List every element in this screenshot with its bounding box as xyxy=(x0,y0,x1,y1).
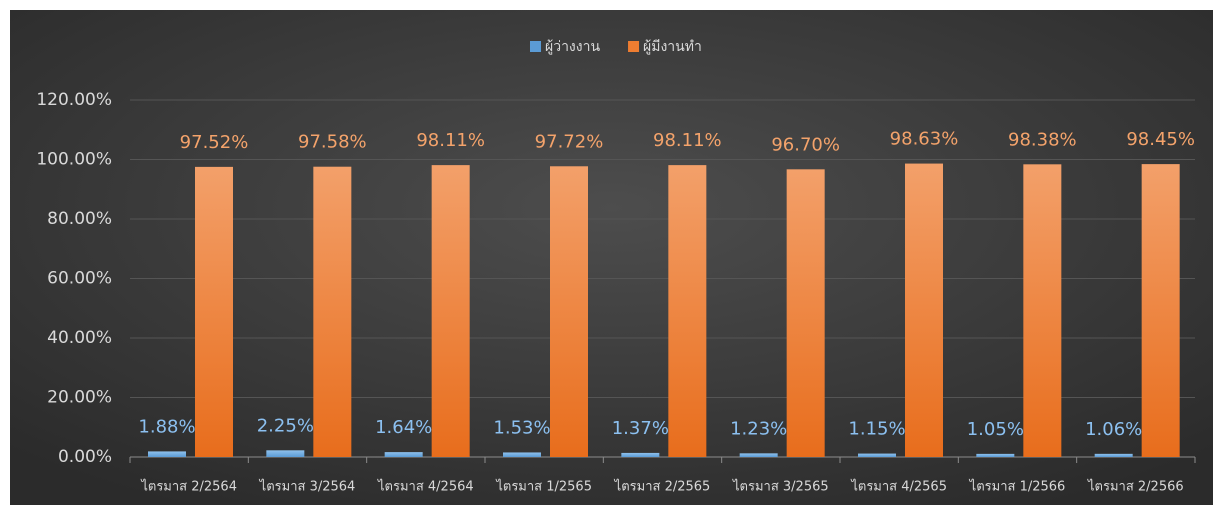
bar xyxy=(195,166,233,458)
y-tick-label: 0.00% xyxy=(58,447,112,467)
data-label: 96.70% xyxy=(771,134,840,155)
x-tick-label: ไตรมาส 3/2565 xyxy=(732,479,829,495)
bar xyxy=(1094,453,1133,457)
data-label: 97.58% xyxy=(298,132,367,153)
bar xyxy=(384,452,423,457)
bar xyxy=(503,452,541,457)
x-tick-label: ไตรมาส 2/2565 xyxy=(614,479,711,495)
data-label: 97.52% xyxy=(180,132,249,153)
y-tick-label: 100.00% xyxy=(36,150,112,170)
data-label: 2.25% xyxy=(257,415,314,436)
x-tick-label: ไตรมาส 3/2564 xyxy=(259,479,356,495)
x-tick-label: ไตรมาส 4/2565 xyxy=(850,479,947,495)
data-label: 1.53% xyxy=(493,417,550,438)
bar xyxy=(266,450,305,457)
bar xyxy=(431,165,470,458)
y-tick-label: 60.00% xyxy=(47,269,112,289)
data-label: 1.15% xyxy=(848,419,905,440)
y-tick-label: 80.00% xyxy=(47,209,112,229)
bar xyxy=(313,166,352,457)
bar xyxy=(668,165,707,458)
bar xyxy=(858,453,896,457)
y-tick-label: 120.00% xyxy=(36,90,112,110)
x-tick-label: ไตรมาส 2/2564 xyxy=(140,479,237,495)
x-tick-label: ไตรมาส 1/2565 xyxy=(495,479,592,495)
bar xyxy=(905,163,943,457)
y-tick-label: 40.00% xyxy=(47,328,112,348)
bar xyxy=(1023,164,1062,457)
x-tick-label: ไตรมาส 4/2564 xyxy=(377,479,474,495)
data-label: 1.05% xyxy=(967,419,1024,440)
data-label: 98.38% xyxy=(1008,129,1077,150)
data-label: 98.45% xyxy=(1126,129,1195,150)
x-tick-label: ไตรมาส 1/2566 xyxy=(969,479,1066,495)
x-tick-label: ไตรมาส 2/2566 xyxy=(1087,479,1184,495)
bar xyxy=(621,452,660,457)
bar xyxy=(550,166,588,457)
bar xyxy=(786,169,825,457)
data-label: 98.11% xyxy=(416,130,485,151)
data-label: 98.11% xyxy=(653,130,722,151)
data-label: 97.72% xyxy=(535,131,604,152)
legend-label: ผู้ว่างงาน xyxy=(545,39,600,55)
bar xyxy=(148,451,186,457)
legend-swatch xyxy=(628,41,640,52)
bar xyxy=(1141,164,1180,457)
bar xyxy=(976,453,1015,457)
bar xyxy=(739,453,778,457)
data-label: 1.64% xyxy=(375,417,432,438)
legend-swatch xyxy=(530,41,541,52)
data-label: 1.37% xyxy=(612,418,669,439)
y-tick-label: 20.00% xyxy=(47,388,112,408)
data-label: 1.88% xyxy=(138,416,195,437)
data-label: 1.06% xyxy=(1085,419,1142,440)
data-label: 98.63% xyxy=(890,129,959,150)
data-label: 1.23% xyxy=(730,418,787,439)
legend-label: ผู้มีงานทำ xyxy=(643,39,702,55)
